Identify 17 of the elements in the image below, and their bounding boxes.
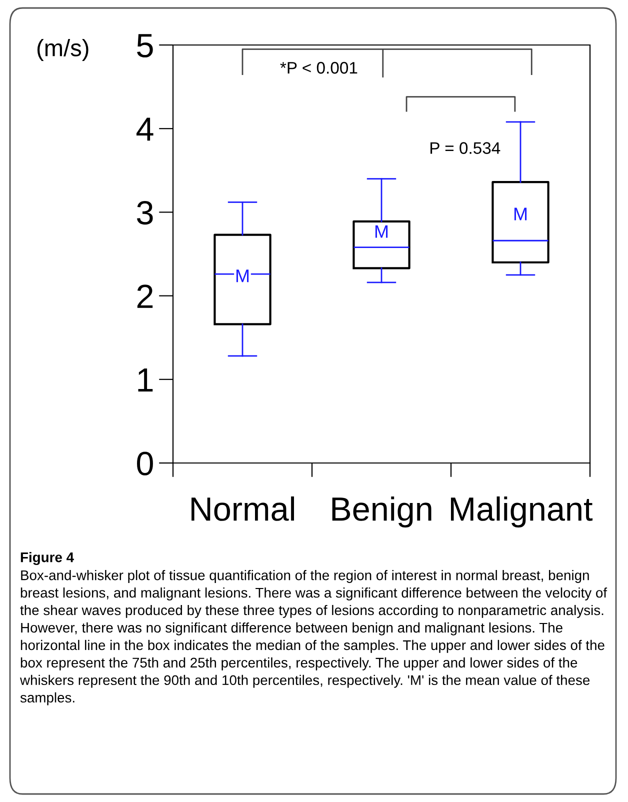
x-tick-label: Malignant bbox=[450, 496, 593, 528]
annotation: M bbox=[514, 208, 527, 220]
annotation: M bbox=[236, 270, 249, 282]
x-tick-label: Benign bbox=[332, 496, 432, 528]
y-tick-label: 5 bbox=[137, 34, 153, 58]
y-tick-label: 2 bbox=[137, 284, 153, 308]
y-tick-label: 1 bbox=[138, 368, 153, 392]
annotation: M bbox=[375, 225, 388, 238]
annotation: P = 0.534 bbox=[430, 142, 500, 154]
y-tick-label: 0 bbox=[137, 452, 153, 476]
y-axis-title: (m/s) bbox=[37, 38, 88, 61]
annotation: *P < 0.001 bbox=[280, 62, 358, 74]
caption: Figure 4 bbox=[20, 552, 74, 566]
x-tick-label: Normal bbox=[192, 496, 294, 521]
y-tick-label: 3 bbox=[136, 201, 153, 225]
text: Box-and-whisker plot of tissue quantification of the region of interest in normal breast, benign breast lesions, and malignant lesions. There was a significant difference between the velocity of the shear waves produced by these three types of lesions according to nonparametric analysis. However, there was no significant difference between benign and malignant lesions. The horizontal line in the box indicates the median of the samples. The upper and lower sides of the box represent the 75th and 25th percentiles, respectively. The upper and lower sides of the whiskers represent the 90th and 10th percentiles, respectively. 'M' is the mean value of these samples. bbox=[20, 570, 608, 706]
y-tick-label: 4 bbox=[136, 118, 154, 141]
